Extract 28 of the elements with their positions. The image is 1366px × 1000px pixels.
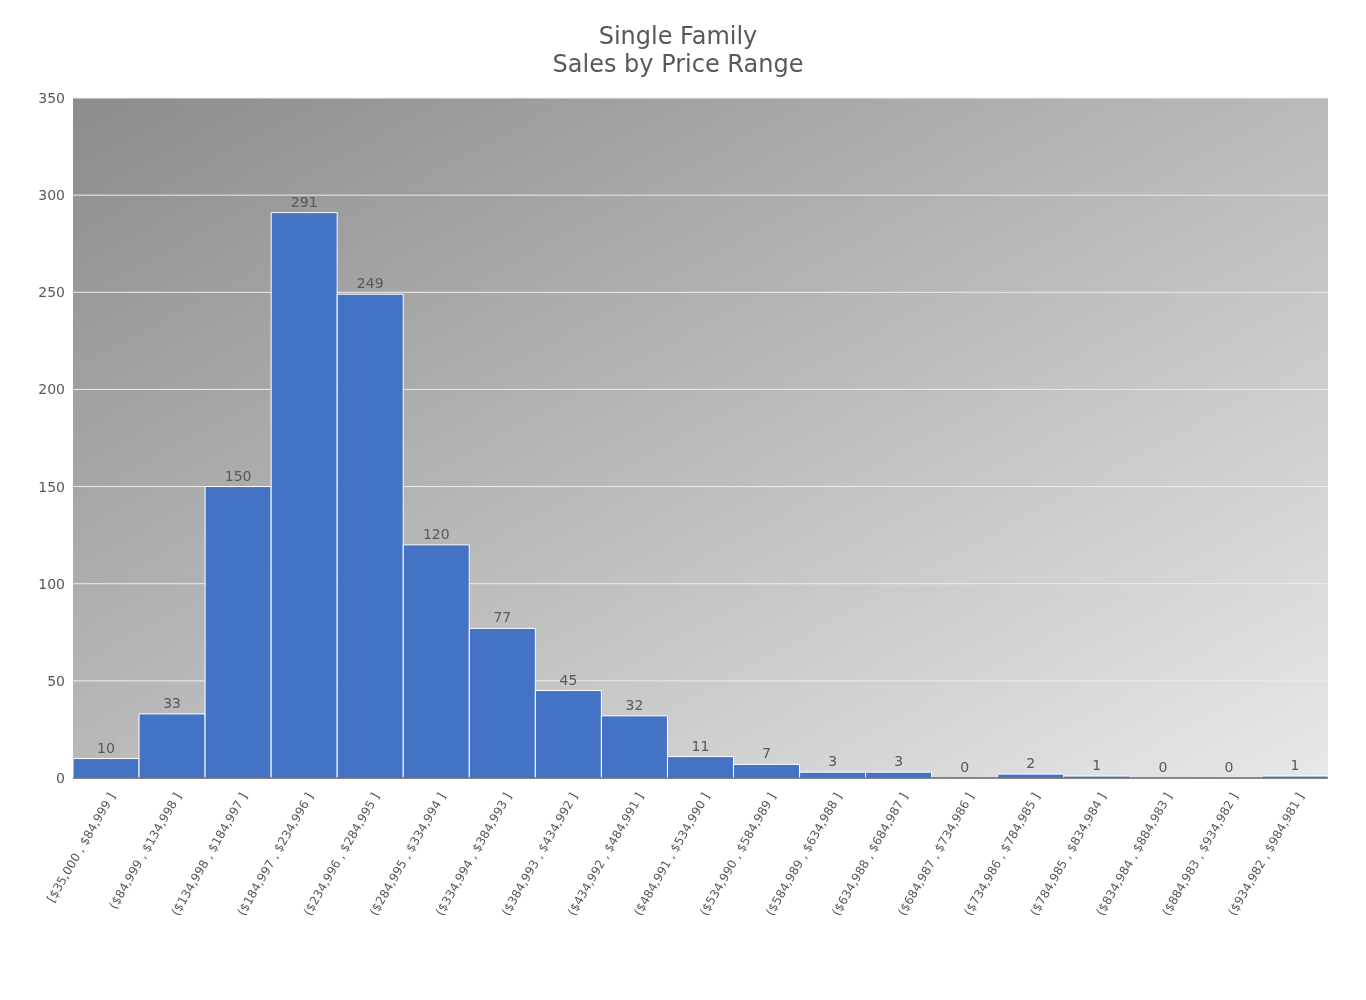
data-label: 150 — [224, 467, 252, 484]
data-label: 45 — [559, 671, 578, 688]
data-label: 249 — [356, 275, 384, 292]
y-tick-label: 50 — [47, 672, 65, 689]
data-label: 3 — [894, 753, 904, 770]
data-label: 2 — [1026, 755, 1036, 772]
y-tick-label: 100 — [38, 575, 65, 592]
data-label: 0 — [960, 759, 970, 775]
data-label: 77 — [493, 609, 512, 626]
data-label: 291 — [290, 193, 318, 210]
y-tick-label: 0 — [56, 769, 65, 786]
data-label: 120 — [422, 525, 450, 542]
data-label: 7 — [762, 745, 772, 762]
data-label: 0 — [1224, 759, 1234, 775]
data-label: 11 — [691, 737, 710, 754]
data-label: 10 — [97, 739, 115, 756]
data-label: 32 — [625, 696, 644, 713]
y-tick-label: 350 — [38, 89, 65, 106]
y-tick-label: 200 — [38, 381, 65, 398]
data-label: 1 — [1290, 757, 1300, 774]
y-tick-label: 300 — [38, 187, 65, 204]
data-label: 0 — [1158, 759, 1168, 775]
data-label: 1 — [1092, 757, 1102, 774]
data-label: 3 — [828, 753, 838, 770]
chart-title: Single Family Sales by Price Range — [551, 22, 805, 78]
data-label: 33 — [163, 694, 181, 711]
y-tick-label: 250 — [38, 284, 65, 301]
y-tick-label: 150 — [38, 478, 65, 495]
